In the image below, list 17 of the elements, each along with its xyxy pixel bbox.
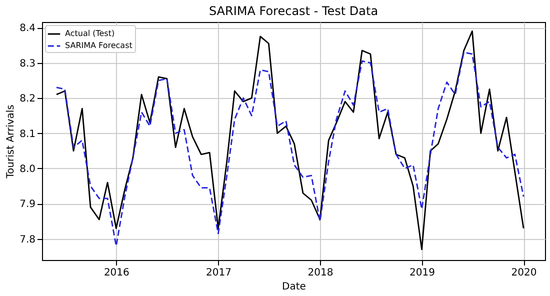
- y-tick-label: 8.0: [20, 164, 36, 175]
- chart-title: SARIMA Forecast - Test Data: [208, 4, 378, 18]
- x-tick-label: 2017: [206, 268, 232, 278]
- x-tick-label: 2019: [410, 268, 435, 278]
- y-tick-label: 8.3: [20, 58, 36, 70]
- legend-label: Actual (Test): [65, 29, 115, 38]
- x-tick-label: 2018: [308, 268, 334, 278]
- y-tick-label: 8.1: [20, 128, 36, 140]
- x-tick-label: 2016: [104, 268, 130, 278]
- y-tick-label: 7.9: [20, 199, 36, 210]
- x-tick-label: 2020: [511, 268, 537, 278]
- y-tick-label: 8.2: [20, 94, 36, 105]
- y-axis-title: Tourist Arrivals: [6, 104, 17, 180]
- y-tick-label: 7.8: [20, 234, 36, 246]
- legend-label: SARIMA Forecast: [65, 41, 132, 50]
- x-axis-title: Date: [282, 282, 306, 292]
- y-tick-label: 8.4: [20, 23, 36, 34]
